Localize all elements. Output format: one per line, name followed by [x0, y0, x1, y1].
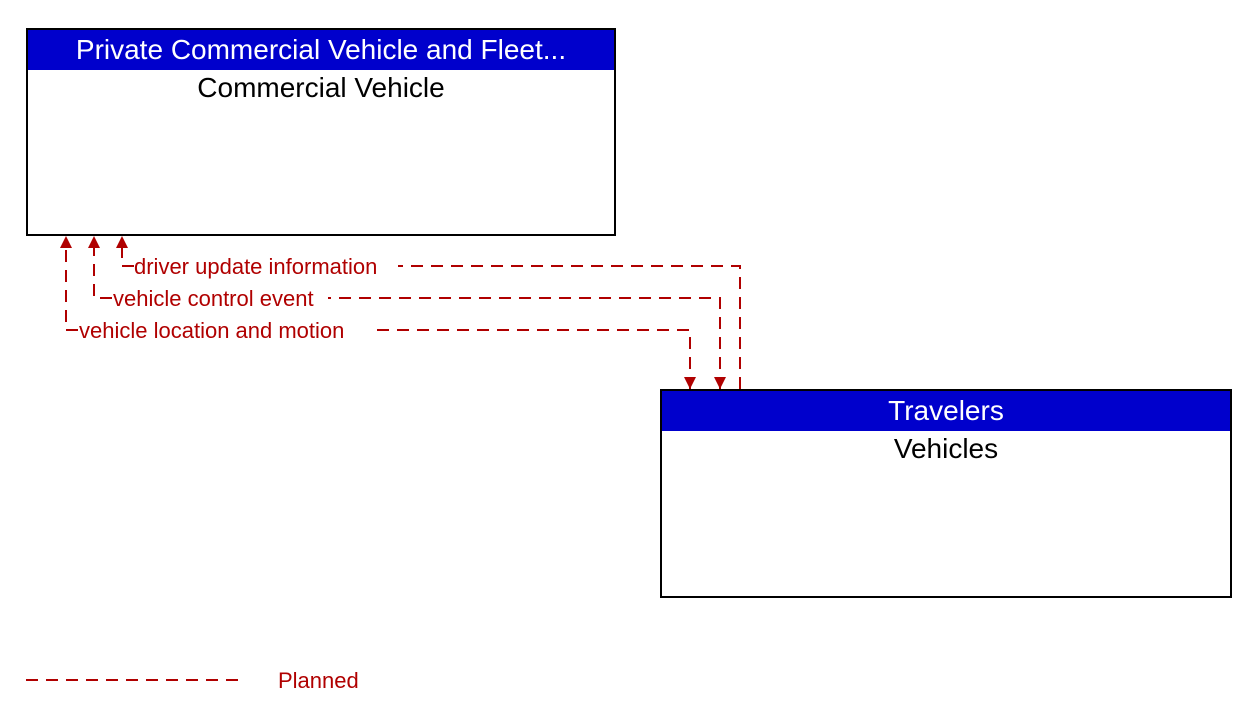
- legend-label: Planned: [278, 668, 359, 694]
- node-commercial-vehicle-header: Private Commercial Vehicle and Fleet...: [28, 30, 614, 70]
- arrowhead-icon: [88, 236, 100, 248]
- node-vehicles: Travelers Vehicles: [660, 389, 1232, 598]
- flow-label-vehicle-control: vehicle control event: [113, 286, 314, 312]
- arrowhead-icon: [116, 236, 128, 248]
- flow-label-driver-update: driver update information: [134, 254, 377, 280]
- flow-label-vehicle-location: vehicle location and motion: [79, 318, 344, 344]
- arrowhead-icon: [60, 236, 72, 248]
- arrowhead-icon: [714, 377, 726, 389]
- arrowhead-icon: [684, 377, 696, 389]
- node-vehicles-body: Vehicles: [662, 431, 1230, 467]
- node-commercial-vehicle: Private Commercial Vehicle and Fleet... …: [26, 28, 616, 236]
- node-vehicles-header: Travelers: [662, 391, 1230, 431]
- node-commercial-vehicle-body: Commercial Vehicle: [28, 70, 614, 106]
